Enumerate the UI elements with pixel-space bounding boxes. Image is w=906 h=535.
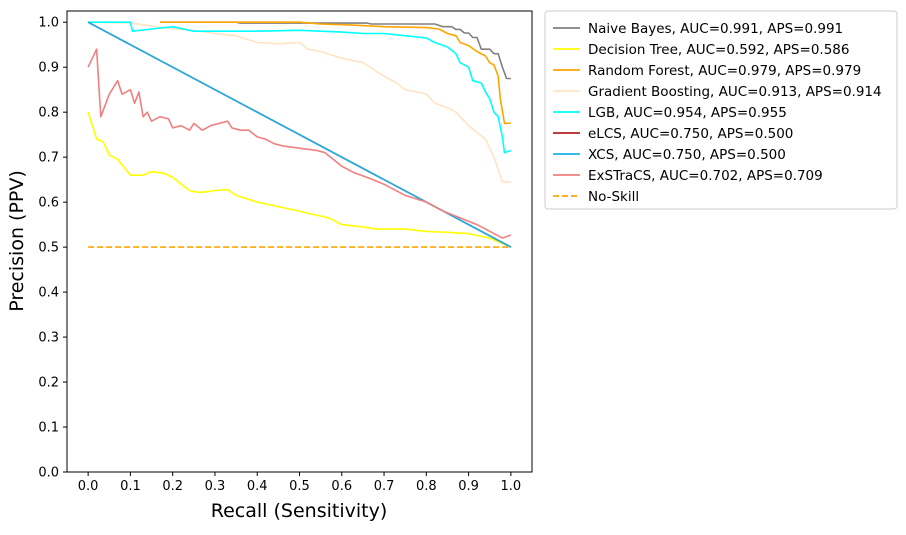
y-tick-label: 0.0 [38,466,59,481]
series-line-gradient-boosting [88,21,511,183]
legend-label-xcs: XCS, AUC=0.750, APS=0.500 [588,147,786,163]
legend-label-random-forest: Random Forest, AUC=0.979, APS=0.979 [588,63,861,79]
x-tick-label: 0.8 [416,479,437,494]
x-axis-ticks: 0.0 0.1 0.2 0.3 0.4 0.5 0.6 0.7 0.8 0.9 1.0 [78,472,521,494]
series-line-naive-bayes [160,21,511,80]
x-axis-label: Recall (Sensitivity) [211,500,387,522]
x-tick-label: 0.4 [247,479,268,494]
y-tick-label: 0.3 [38,331,59,346]
series-line-random-forest [160,21,511,125]
x-tick-label: 0.0 [78,479,99,494]
x-tick-label: 0.7 [374,479,395,494]
y-tick-label: 0.4 [38,286,59,301]
legend-label-decision-tree: Decision Tree, AUC=0.592, APS=0.586 [588,42,849,58]
series-layer [87,21,512,248]
y-tick-label: 0.2 [38,376,59,391]
y-tick-label: 0.6 [38,196,59,211]
y-tick-label: 0.9 [38,61,59,76]
y-axis-ticks: 0.0 0.1 0.2 0.3 0.4 0.5 0.6 0.7 0.8 0.9 1.0 [38,16,67,481]
x-tick-label: 0.3 [205,479,226,494]
y-tick-label: 0.7 [38,151,59,166]
axes-frame [66,10,533,473]
legend-box [544,10,898,210]
legend-label-gradient-boosting: Gradient Boosting, AUC=0.913, APS=0.914 [588,84,882,100]
y-axis-label: Precision (PPV) [6,170,28,312]
legend-items: Naive Bayes, AUC=0.991, APS=0.991 Decisio… [553,21,882,205]
x-tick-label: 0.5 [289,479,310,494]
x-tick-label: 1.0 [501,479,522,494]
series-line-lgb [88,21,512,154]
x-tick-label: 0.9 [458,479,479,494]
legend-label-exstracs: ExSTraCS, AUC=0.702, APS=0.709 [588,168,823,184]
x-tick-label: 0.1 [120,479,141,494]
legend-label-naive-bayes: Naive Bayes, AUC=0.991, APS=0.991 [588,21,843,37]
legend-label-no-skill: No-Skill [588,189,639,205]
series-line-decision-tree [87,111,512,248]
y-tick-label: 1.0 [38,16,59,31]
legend-label-lgb: LGB, AUC=0.954, APS=0.955 [588,105,787,121]
legend: Naive Bayes, AUC=0.991, APS=0.991 Decisio… [544,10,898,210]
legend-label-elcs: eLCS, AUC=0.750, APS=0.500 [588,126,793,142]
x-tick-label: 0.6 [331,479,352,494]
x-tick-label: 0.2 [162,479,183,494]
y-tick-label: 0.5 [38,241,59,256]
y-tick-label: 0.8 [38,106,59,121]
y-tick-label: 0.1 [38,421,59,436]
series-line-exstracs [87,48,512,239]
